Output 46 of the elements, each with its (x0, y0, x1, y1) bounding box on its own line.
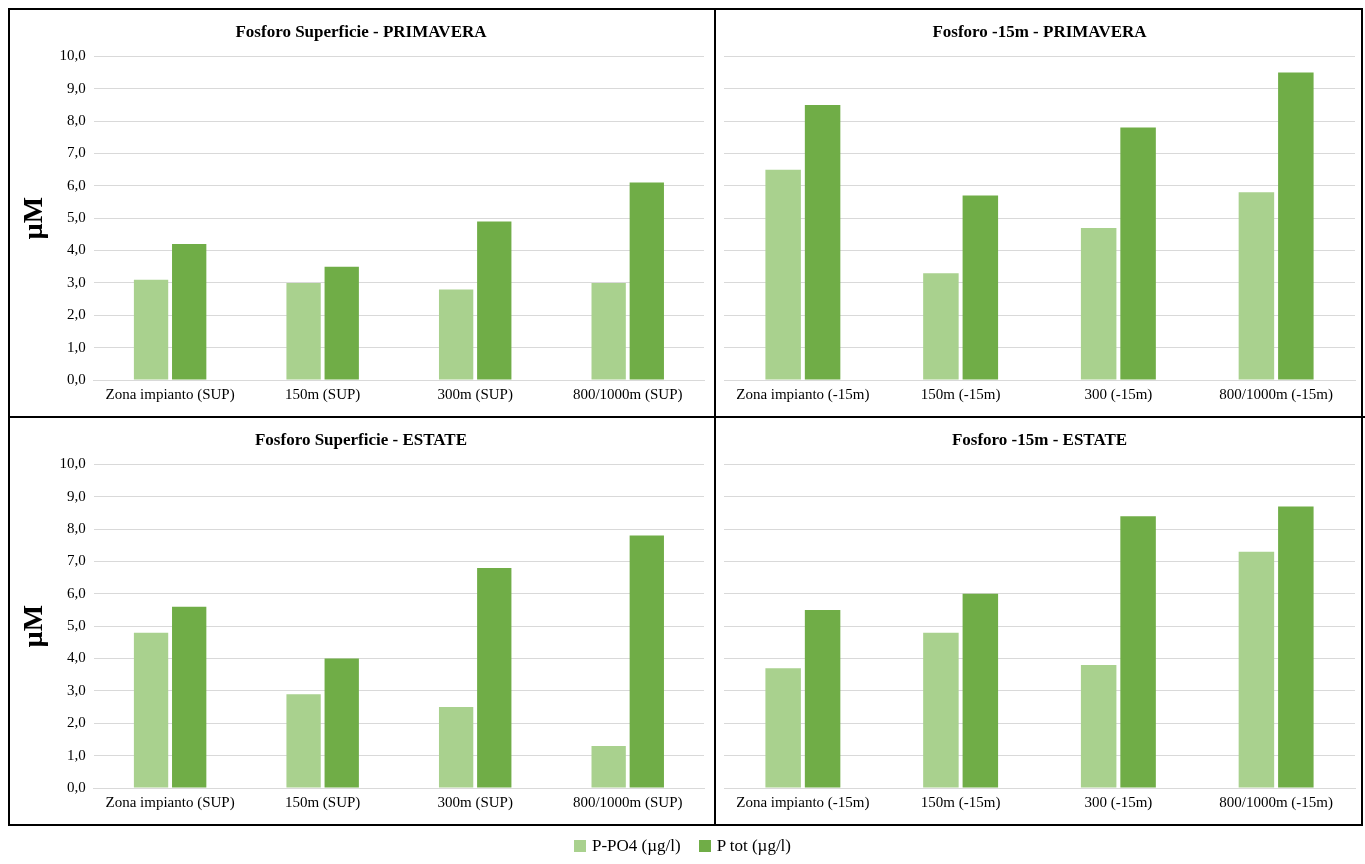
y-tick-label: 2,0 (67, 306, 86, 323)
y-tick-label: 3,0 (67, 273, 86, 290)
y-tick-label: 10,0 (59, 455, 86, 472)
y-tick-label: 4,0 (67, 649, 86, 666)
y-tick-label: 8,0 (67, 112, 86, 129)
y-tick-label: 8,0 (67, 520, 86, 537)
x-tick-label: 150m (-15m) (920, 385, 1001, 403)
y-tick-label: 9,0 (67, 487, 86, 504)
x-tick-label: 800/1000m (-15m) (1219, 793, 1333, 811)
legend-label: P-PO4 (µg/l) (591, 836, 681, 856)
x-tick-label: 300m (SUP) (437, 793, 513, 811)
y-tick-label: 5,0 (67, 209, 86, 226)
y-tick-label: 7,0 (67, 552, 86, 569)
y-tick-label: 4,0 (67, 241, 86, 258)
x-tick-label: Zona impianto (SUP) (105, 793, 235, 811)
y-tick-label: 7,0 (67, 144, 86, 161)
y-tick-label: 6,0 (67, 176, 86, 193)
x-tick-label: 300 (-15m) (1084, 793, 1153, 811)
chart-title: Fosforo -15m - PRIMAVERA (932, 21, 1148, 41)
y-tick-label: 3,0 (67, 681, 86, 698)
y-tick-label: 1,0 (67, 338, 86, 355)
y-tick-label: 0,0 (67, 778, 86, 795)
y-axis-title: µM (17, 604, 49, 648)
y-tick-label: 5,0 (67, 617, 86, 634)
y-tick-label: 0,0 (67, 370, 86, 387)
chart-title: Fosforo Superficie - ESTATE (254, 429, 468, 449)
y-tick-label: 6,0 (67, 584, 86, 601)
legend-label: P tot (µg/l) (716, 836, 791, 856)
x-tick-label: 150m (-15m) (920, 793, 1001, 811)
y-tick-label: 1,0 (67, 746, 86, 763)
y-tick-label: 2,0 (67, 714, 86, 731)
x-tick-label: Zona impianto (SUP) (105, 385, 235, 403)
y-axis-title: µM (17, 196, 49, 240)
x-tick-label: Zona impianto (-15m) (736, 793, 870, 811)
x-tick-label: 800/1000m (SUP) (572, 793, 683, 811)
chart-title: Fosforo -15m - ESTATE (951, 429, 1128, 449)
chart-title: Fosforo Superficie - PRIMAVERA (235, 21, 488, 41)
y-tick-label: 10,0 (59, 47, 86, 64)
x-tick-label: 150m (SUP) (284, 385, 361, 403)
x-tick-label: 300 (-15m) (1084, 385, 1153, 403)
x-tick-label: 800/1000m (SUP) (572, 385, 683, 403)
x-tick-label: Zona impianto (-15m) (736, 385, 870, 403)
x-tick-label: 150m (SUP) (284, 793, 361, 811)
x-tick-label: 300m (SUP) (437, 385, 513, 403)
x-tick-label: 800/1000m (-15m) (1219, 385, 1333, 403)
y-tick-label: 9,0 (67, 79, 86, 96)
